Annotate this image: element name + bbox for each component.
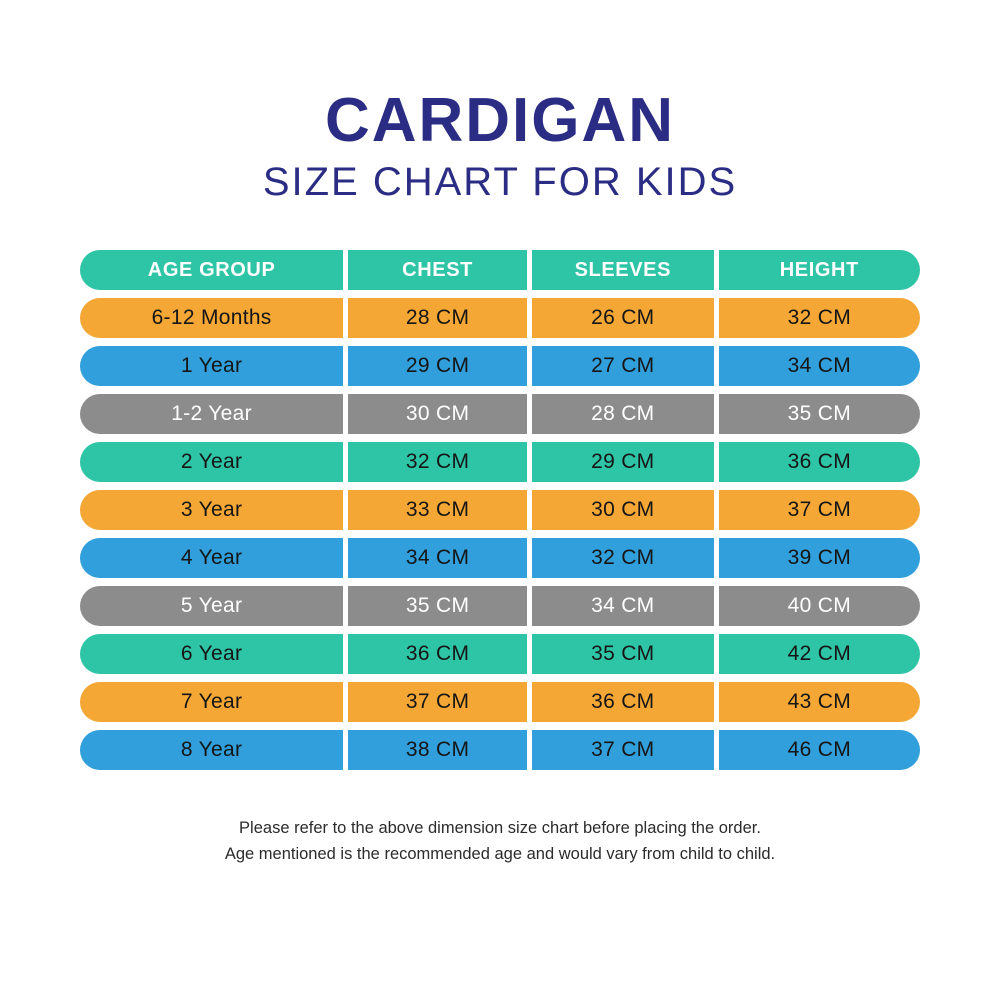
page-subtitle: SIZE CHART FOR KIDS xyxy=(262,160,738,204)
table-row: 6-12 Months 28 CM 26 CM 32 CM xyxy=(80,298,920,338)
height-cell: 39 CM xyxy=(718,538,920,578)
title-block: CARDIGAN SIZE CHART FOR KIDS xyxy=(0,0,1000,204)
table-row: 8 Year 38 CM 37 CM 46 CM xyxy=(80,730,920,770)
age-group-cell: 3 Year xyxy=(80,490,344,530)
height-cell: 32 CM xyxy=(718,298,920,338)
page-title: CARDIGAN xyxy=(324,86,676,155)
age-group-cell: 5 Year xyxy=(80,586,344,626)
footer-note: Please refer to the above dimension size… xyxy=(0,816,1000,867)
age-group-cell: 6 Year xyxy=(80,634,344,674)
header-cell-chest: CHEST xyxy=(348,250,527,290)
height-cell: 42 CM xyxy=(718,634,920,674)
age-group-cell: 1-2 Year xyxy=(80,394,344,434)
age-group-cell: 1 Year xyxy=(80,346,344,386)
height-cell: 37 CM xyxy=(718,490,920,530)
height-cell: 36 CM xyxy=(718,442,920,482)
header-cell-sleeves: SLEEVES xyxy=(531,250,714,290)
table-row: 4 Year 34 CM 32 CM 39 CM xyxy=(80,538,920,578)
table-row: 6 Year 36 CM 35 CM 42 CM xyxy=(80,634,920,674)
height-cell: 35 CM xyxy=(718,394,920,434)
age-group-cell: 2 Year xyxy=(80,442,344,482)
footer-line-1: Please refer to the above dimension size… xyxy=(239,819,761,837)
height-cell: 43 CM xyxy=(718,682,920,722)
table-header-row: AGE GROUP CHEST SLEEVES HEIGHT xyxy=(80,250,920,290)
table-row: 2 Year 32 CM 29 CM 36 CM xyxy=(80,442,920,482)
sleeves-cell: 30 CM xyxy=(531,490,714,530)
chest-cell: 38 CM xyxy=(348,730,527,770)
table-row: 1 Year 29 CM 27 CM 34 CM xyxy=(80,346,920,386)
footer-line-2: Age mentioned is the recommended age and… xyxy=(224,844,776,863)
sleeves-cell: 28 CM xyxy=(531,394,714,434)
sleeves-cell: 32 CM xyxy=(531,538,714,578)
chest-cell: 30 CM xyxy=(348,394,527,434)
height-cell: 46 CM xyxy=(718,730,920,770)
sleeves-cell: 36 CM xyxy=(531,682,714,722)
sleeves-cell: 26 CM xyxy=(531,298,714,338)
chest-cell: 32 CM xyxy=(348,442,527,482)
chest-cell: 37 CM xyxy=(348,682,527,722)
chest-cell: 34 CM xyxy=(348,538,527,578)
sleeves-cell: 35 CM xyxy=(531,634,714,674)
table-row: 3 Year 33 CM 30 CM 37 CM xyxy=(80,490,920,530)
chest-cell: 33 CM xyxy=(348,490,527,530)
height-cell: 40 CM xyxy=(718,586,920,626)
table-row: 1-2 Year 30 CM 28 CM 35 CM xyxy=(80,394,920,434)
size-chart-table: AGE GROUP CHEST SLEEVES HEIGHT 6-12 Months 2… xyxy=(80,250,920,770)
age-group-cell: 8 Year xyxy=(80,730,344,770)
table-body: 6-12 Months 28 CM 26 CM 32 CM 1 Year 29 CM 27 … xyxy=(80,298,920,770)
chest-cell: 29 CM xyxy=(348,346,527,386)
chest-cell: 35 CM xyxy=(348,586,527,626)
header-cell-age-group: AGE GROUP xyxy=(80,250,344,290)
age-group-cell: 4 Year xyxy=(80,538,344,578)
sleeves-cell: 34 CM xyxy=(531,586,714,626)
sleeves-cell: 29 CM xyxy=(531,442,714,482)
table-row: 5 Year 35 CM 34 CM 40 CM xyxy=(80,586,920,626)
sleeves-cell: 27 CM xyxy=(531,346,714,386)
sleeves-cell: 37 CM xyxy=(531,730,714,770)
age-group-cell: 6-12 Months xyxy=(80,298,344,338)
chest-cell: 28 CM xyxy=(348,298,527,338)
chest-cell: 36 CM xyxy=(348,634,527,674)
age-group-cell: 7 Year xyxy=(80,682,344,722)
header-cell-height: HEIGHT xyxy=(718,250,920,290)
height-cell: 34 CM xyxy=(718,346,920,386)
table-row: 7 Year 37 CM 36 CM 43 CM xyxy=(80,682,920,722)
